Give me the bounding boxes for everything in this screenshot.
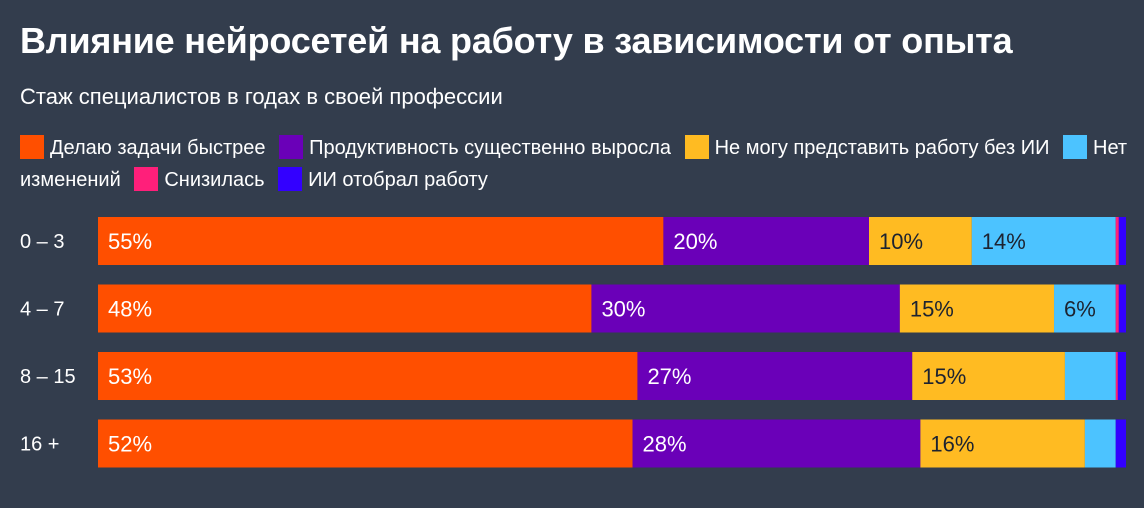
stacked-bar-chart: 0 – 3 55% 20% 10% 14% 4 – 7 48% 30% 15% 6% 8 – 15 5… xyxy=(20,217,1126,468)
data-label: 48% xyxy=(108,297,152,322)
chart-subtitle: Стаж специалистов в годах в своей профес… xyxy=(20,84,503,109)
data-label: 30% xyxy=(601,297,645,322)
data-label: 53% xyxy=(108,364,152,389)
legend-swatch xyxy=(684,135,709,159)
legend-label: Делаю задачи быстрее xyxy=(50,137,266,159)
category-label: 16 + xyxy=(20,434,59,456)
bar-segment xyxy=(591,284,900,333)
bar-segment xyxy=(1115,284,1119,333)
bar-segment xyxy=(98,284,592,333)
legend-item: Продуктивность существенно выросла xyxy=(279,135,672,159)
legend-item: Снизилась xyxy=(134,167,265,191)
data-label: 14% xyxy=(982,229,1026,254)
legend-swatch xyxy=(278,167,303,191)
bar-segment xyxy=(912,352,1065,400)
bar-segment xyxy=(971,217,1116,265)
data-label: 27% xyxy=(647,364,691,389)
legend-label: Не могу представить работу без ИИ xyxy=(714,137,1050,159)
data-label: 55% xyxy=(108,229,152,254)
legend-label: Снизилась xyxy=(164,169,265,191)
bar-segment xyxy=(1115,352,1118,400)
legend-swatch xyxy=(134,167,159,191)
legend-label: Нет изменений xyxy=(20,137,1128,191)
bar-segment xyxy=(920,419,1085,468)
bar-segment xyxy=(663,217,869,265)
legend-swatch xyxy=(1063,135,1088,159)
bar-segment xyxy=(1115,217,1119,265)
bar-segment xyxy=(1118,284,1126,333)
bar-segment xyxy=(1115,419,1126,468)
legend: Делаю задачи быстрее Продуктивность суще… xyxy=(20,132,1130,196)
legend-swatch xyxy=(20,135,44,159)
bar-segment xyxy=(899,284,1055,333)
bar-segment xyxy=(98,217,664,265)
bar-segment xyxy=(869,217,972,265)
category-label: 8 – 15 xyxy=(20,366,76,388)
bar-segment xyxy=(1118,217,1126,265)
data-label: 10% xyxy=(879,229,923,254)
data-label: 6% xyxy=(1064,297,1096,322)
bar-segment xyxy=(637,352,913,400)
legend-item: Не могу представить работу без ИИ xyxy=(684,135,1050,159)
data-label: 15% xyxy=(922,364,966,389)
legend-swatch xyxy=(279,135,304,159)
category-label: 4 – 7 xyxy=(20,299,64,321)
data-label: 16% xyxy=(930,432,974,457)
legend-item: ИИ отобрал работу xyxy=(278,167,488,191)
bar-segment xyxy=(98,352,638,400)
data-label: 28% xyxy=(643,432,687,457)
bar-segment xyxy=(632,419,921,468)
data-label: 15% xyxy=(910,297,954,322)
category-label: 0 – 3 xyxy=(20,231,64,253)
bar-segment xyxy=(98,419,633,468)
bar-segment xyxy=(1064,352,1116,400)
legend-item: Делаю задачи быстрее xyxy=(20,135,266,159)
legend-item: Нет изменений xyxy=(20,135,1128,191)
data-label: 52% xyxy=(108,432,152,457)
legend-label: Продуктивность существенно выросла xyxy=(309,137,672,159)
bar-segment xyxy=(1084,419,1116,468)
bar-segment xyxy=(1054,284,1116,333)
chart-title: Влияние нейросетей на работу в зависимос… xyxy=(20,20,1013,61)
data-label: 20% xyxy=(673,229,717,254)
legend-label: ИИ отобрал работу xyxy=(308,169,488,191)
bar-segment xyxy=(1117,352,1126,400)
